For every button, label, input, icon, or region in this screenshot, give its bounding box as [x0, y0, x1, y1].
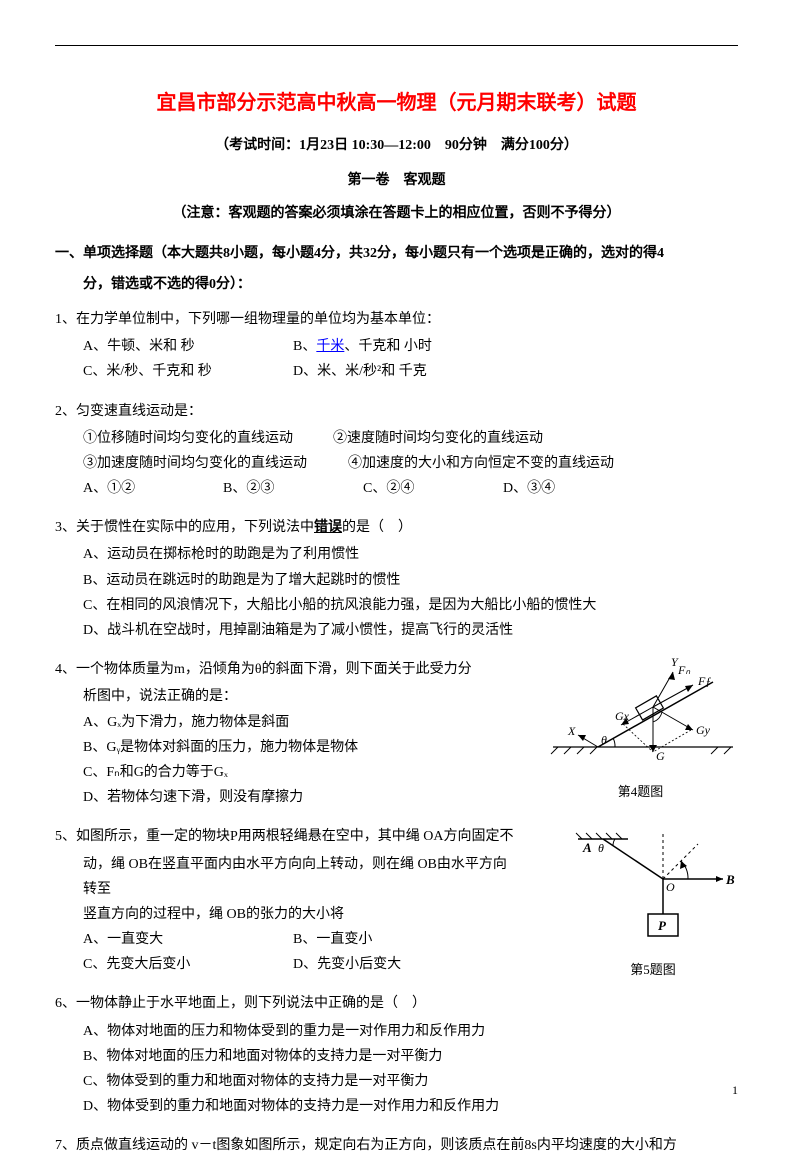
q4-option-b: B、Gᵧ是物体对斜面的压力，施力物体是物体 — [83, 735, 485, 760]
q5-option-c: C、先变大后变小 — [83, 952, 293, 977]
question-6: 6、一物体静止于水平地面上，则下列说法中正确的是（ ） A、物体对地面的压力和物… — [55, 991, 738, 1119]
question-3: 3、关于惯性在实际中的应用，下列说法中错误的是（ ） A、运动员在掷标枪时的助跑… — [55, 515, 738, 643]
fig5-label-b: B — [725, 872, 735, 887]
fig5-label-o: O — [666, 880, 675, 894]
q3-stem-bold: 错误 — [314, 520, 342, 535]
top-rule-line — [55, 45, 738, 46]
fig5-label-a: A — [582, 840, 592, 855]
q4-stem-1: 4、一个物体质量为m，沿倾角为θ的斜面下滑，则下面关于此受力分 — [55, 657, 485, 682]
notice-text: （注意：客观题的答案必须填涂在答题卡上的相应位置，否则不予得分） — [55, 201, 738, 226]
q2-option-a: A、①② — [83, 476, 223, 501]
q2-cond-3: ③加速度随时间均匀变化的直线运动 — [83, 451, 348, 476]
fig4-label-gy: Gy — [696, 723, 711, 737]
q5-stem-3: 竖直方向的过程中，绳 OB的张力的大小将 — [83, 902, 515, 927]
figure-5: A θ B O P 第5题图 — [568, 824, 738, 981]
page-number: 1 — [732, 1080, 738, 1102]
q1-option-b: B、千米、千克和 小时 — [293, 334, 432, 359]
q6-stem: 6、一物体静止于水平地面上，则下列说法中正确的是（ ） — [55, 991, 738, 1016]
fig5-label-theta: θ — [598, 841, 604, 855]
fig4-label-g: G — [656, 749, 665, 763]
q5-stem-2: 动，绳 OB在竖直平面内由水平方向向上转动，则在绳 OB由水平方向转至 — [83, 852, 515, 902]
q2-cond-2: ②速度随时间均匀变化的直线运动 — [333, 426, 543, 451]
q4-option-a: A、Gₓ为下滑力，施力物体是斜面 — [83, 710, 485, 735]
fig4-label-ff: Fƒ — [697, 674, 711, 688]
q6-option-a: A、物体对地面的压力和物体受到的重力是一对作用力和反作用力 — [83, 1019, 738, 1044]
q3-stem-post: 的是（ ） — [342, 520, 412, 535]
figure-5-caption: 第5题图 — [568, 958, 738, 981]
q2-stem: 2、匀变速直线运动是： — [55, 399, 738, 424]
fig4-label-x: X — [567, 724, 576, 738]
q6-option-b: B、物体对地面的压力和地面对物体的支持力是一对平衡力 — [83, 1044, 738, 1069]
figure-4: Y Fₙ Fƒ Gx Gy X θ G 第4题图 — [543, 652, 738, 804]
q4-option-c: C、Fₙ和G的合力等于Gₓ — [83, 760, 485, 785]
q6-option-d: D、物体受到的重力和地面对物体的支持力是一对作用力和反作用力 — [83, 1094, 738, 1119]
exam-subtitle: （考试时间：1月23日 10:30—12:00 90分钟 满分100分） — [55, 133, 738, 158]
q2-option-b: B、②③ — [223, 476, 363, 501]
q2-option-c: C、②④ — [363, 476, 503, 501]
q3-stem-pre: 3、关于惯性在实际中的应用，下列说法中 — [55, 520, 314, 535]
q3-stem: 3、关于惯性在实际中的应用，下列说法中错误的是（ ） — [55, 515, 738, 540]
part1-header: 一、单项选择题（本大题共8小题，每小题4分，共32分，每小题只有一个选项是正确的… — [55, 241, 738, 266]
figure-4-caption: 第4题图 — [543, 780, 738, 803]
fig4-label-theta: θ — [601, 733, 607, 747]
figure-5-svg: A θ B O P — [568, 824, 738, 944]
q5-option-d: D、先变小后变大 — [293, 952, 401, 977]
question-4: 4、一个物体质量为m，沿倾角为θ的斜面下滑，则下面关于此受力分 析图中，说法正确… — [55, 657, 738, 810]
q3-option-a: A、运动员在掷标枪时的助跑是为了利用惯性 — [83, 542, 738, 567]
question-1: 1、在力学单位制中，下列哪一组物理量的单位均为基本单位： A、牛顿、米和 秒 B… — [55, 307, 738, 385]
q3-option-c: C、在相同的风浪情况下，大船比小船的抗风浪能力强，是因为大船比小船的惯性大 — [83, 593, 738, 618]
q1-b-link[interactable]: 千米 — [316, 339, 344, 354]
q2-option-d: D、③④ — [503, 476, 643, 501]
q1-b-suffix: 、千克和 小时 — [344, 339, 432, 354]
exam-title: 宜昌市部分示范高中秋高一物理（元月期末联考）试题 — [55, 85, 738, 121]
q1-option-a: A、牛顿、米和 秒 — [83, 334, 293, 359]
fig5-label-p: P — [658, 918, 667, 933]
q4-option-d: D、若物体匀速下滑，则没有摩擦力 — [83, 785, 485, 810]
q2-cond-4: ④加速度的大小和方向恒定不变的直线运动 — [348, 451, 614, 476]
q5-option-a: A、一直变大 — [83, 927, 293, 952]
q3-option-b: B、运动员在跳远时的助跑是为了增大起跳时的惯性 — [83, 568, 738, 593]
q1-stem: 1、在力学单位制中，下列哪一组物理量的单位均为基本单位： — [55, 307, 738, 332]
q2-cond-1: ①位移随时间均匀变化的直线运动 — [83, 426, 333, 451]
q7-stem: 7、质点做直线运动的 v－t图象如图所示，规定向右为正方向，则该质点在前8s内平… — [55, 1133, 738, 1158]
q4-stem-2: 析图中，说法正确的是： — [83, 684, 485, 709]
fig4-label-fn: Fₙ — [677, 663, 690, 677]
q6-option-c: C、物体受到的重力和地面对物体的支持力是一对平衡力 — [83, 1069, 738, 1094]
question-7: 7、质点做直线运动的 v－t图象如图所示，规定向右为正方向，则该质点在前8s内平… — [55, 1133, 738, 1158]
question-2: 2、匀变速直线运动是： ①位移随时间均匀变化的直线运动 ②速度随时间均匀变化的直… — [55, 399, 738, 502]
q1-option-c: C、米/秒、千克和 秒 — [83, 359, 293, 384]
q3-option-d: D、战斗机在空战时，甩掉副油箱是为了减小惯性，提高飞行的灵活性 — [83, 618, 738, 643]
figure-4-svg: Y Fₙ Fƒ Gx Gy X θ G — [543, 652, 738, 767]
question-5: 5、如图所示，重一定的物块P用两根轻绳悬在空中，其中绳 OA方向固定不 动，绳 … — [55, 824, 738, 977]
fig4-label-gx: Gx — [615, 709, 630, 723]
q1-b-prefix: B、 — [293, 339, 316, 354]
part1-header-sub: 分，错选或不选的得0分）： — [83, 272, 738, 297]
q1-option-d: D、米、米/秒²和 千克 — [293, 359, 427, 384]
section-header: 第一卷 客观题 — [55, 168, 738, 193]
q5-option-b: B、一直变小 — [293, 927, 372, 952]
q5-stem-1: 5、如图所示，重一定的物块P用两根轻绳悬在空中，其中绳 OA方向固定不 — [55, 824, 515, 849]
